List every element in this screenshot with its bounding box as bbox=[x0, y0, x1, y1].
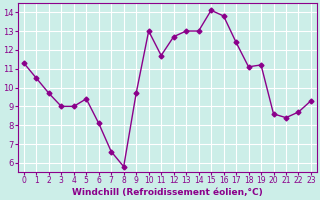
X-axis label: Windchill (Refroidissement éolien,°C): Windchill (Refroidissement éolien,°C) bbox=[72, 188, 263, 197]
